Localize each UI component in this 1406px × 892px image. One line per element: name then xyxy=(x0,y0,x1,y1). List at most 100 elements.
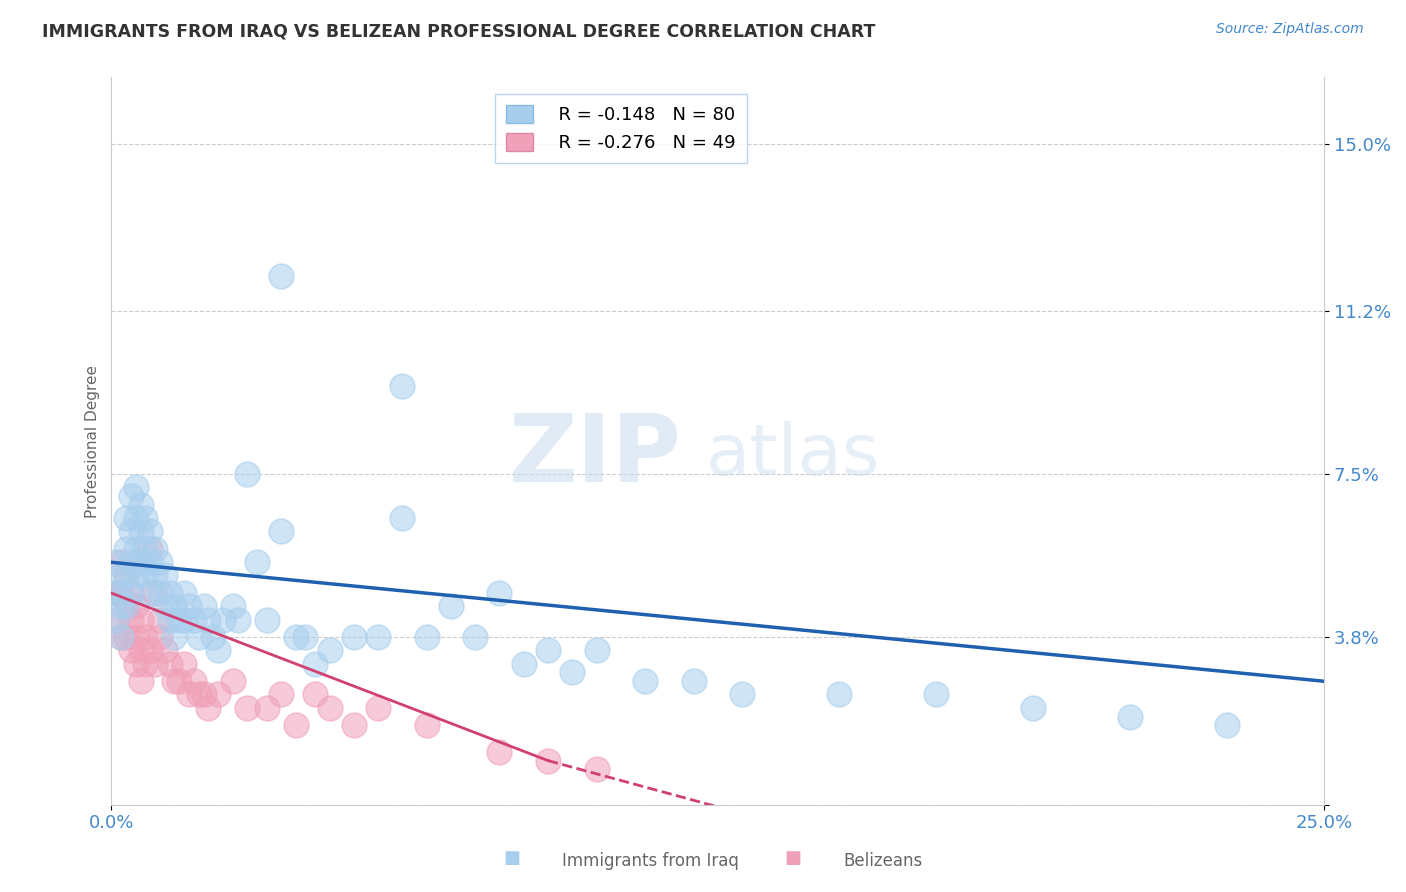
Point xyxy=(153,599,176,614)
Point xyxy=(682,674,704,689)
Text: ■: ■ xyxy=(785,849,801,867)
Point xyxy=(416,718,439,732)
Point xyxy=(367,630,389,644)
Point xyxy=(149,586,172,600)
Point xyxy=(120,555,142,569)
Point xyxy=(110,555,132,569)
Point xyxy=(105,586,128,600)
Point xyxy=(197,613,219,627)
Point xyxy=(343,718,366,732)
Point xyxy=(284,718,307,732)
Point xyxy=(828,688,851,702)
Point xyxy=(925,688,948,702)
Point xyxy=(120,489,142,503)
Point xyxy=(120,613,142,627)
Point xyxy=(256,700,278,714)
Point xyxy=(129,555,152,569)
Point xyxy=(634,674,657,689)
Point xyxy=(197,700,219,714)
Point xyxy=(163,674,186,689)
Point xyxy=(129,524,152,539)
Point xyxy=(120,586,142,600)
Point xyxy=(585,763,607,777)
Point xyxy=(159,657,181,671)
Point xyxy=(246,555,269,569)
Point xyxy=(159,613,181,627)
Point xyxy=(226,613,249,627)
Point xyxy=(124,599,146,614)
Point xyxy=(134,568,156,582)
Point xyxy=(105,555,128,569)
Point xyxy=(110,586,132,600)
Point xyxy=(134,630,156,644)
Point xyxy=(105,613,128,627)
Point xyxy=(153,568,176,582)
Point xyxy=(124,630,146,644)
Point xyxy=(110,630,132,644)
Point xyxy=(115,542,138,557)
Text: Source: ZipAtlas.com: Source: ZipAtlas.com xyxy=(1216,22,1364,37)
Point xyxy=(221,599,243,614)
Point xyxy=(143,586,166,600)
Point xyxy=(318,643,340,657)
Point xyxy=(207,643,229,657)
Point xyxy=(105,613,128,627)
Point xyxy=(143,657,166,671)
Point xyxy=(537,754,560,768)
Point xyxy=(1022,700,1045,714)
Point xyxy=(212,613,235,627)
Point xyxy=(163,630,186,644)
Point xyxy=(256,613,278,627)
Point xyxy=(149,613,172,627)
Point xyxy=(304,688,326,702)
Point xyxy=(163,599,186,614)
Point xyxy=(284,630,307,644)
Point xyxy=(270,524,292,539)
Point xyxy=(183,613,205,627)
Point xyxy=(177,599,200,614)
Point xyxy=(464,630,486,644)
Point xyxy=(193,599,215,614)
Point xyxy=(134,511,156,525)
Y-axis label: Professional Degree: Professional Degree xyxy=(86,365,100,517)
Point xyxy=(221,674,243,689)
Point xyxy=(561,665,583,680)
Point xyxy=(173,657,195,671)
Text: Belizeans: Belizeans xyxy=(844,852,922,870)
Point xyxy=(236,700,259,714)
Point xyxy=(134,542,156,557)
Point xyxy=(139,542,162,557)
Point xyxy=(440,599,463,614)
Point xyxy=(110,599,132,614)
Point xyxy=(115,511,138,525)
Point xyxy=(134,657,156,671)
Point xyxy=(391,511,413,525)
Point xyxy=(115,568,138,582)
Point xyxy=(115,630,138,644)
Legend:   R = -0.148   N = 80,   R = -0.276   N = 49: R = -0.148 N = 80, R = -0.276 N = 49 xyxy=(495,94,747,163)
Point xyxy=(416,630,439,644)
Point xyxy=(488,745,510,759)
Text: ZIP: ZIP xyxy=(509,409,682,501)
Point xyxy=(193,688,215,702)
Point xyxy=(124,657,146,671)
Point xyxy=(124,511,146,525)
Point xyxy=(488,586,510,600)
Point xyxy=(173,586,195,600)
Point xyxy=(1119,709,1142,723)
Point xyxy=(270,268,292,283)
Text: IMMIGRANTS FROM IRAQ VS BELIZEAN PROFESSIONAL DEGREE CORRELATION CHART: IMMIGRANTS FROM IRAQ VS BELIZEAN PROFESS… xyxy=(42,22,876,40)
Point xyxy=(177,688,200,702)
Point xyxy=(139,643,162,657)
Point xyxy=(585,643,607,657)
Point xyxy=(115,568,138,582)
Point xyxy=(139,555,162,569)
Text: atlas: atlas xyxy=(706,421,880,490)
Point xyxy=(202,630,225,644)
Point xyxy=(318,700,340,714)
Point xyxy=(124,542,146,557)
Point xyxy=(236,467,259,482)
Point xyxy=(120,643,142,657)
Point xyxy=(391,379,413,393)
Point xyxy=(294,630,316,644)
